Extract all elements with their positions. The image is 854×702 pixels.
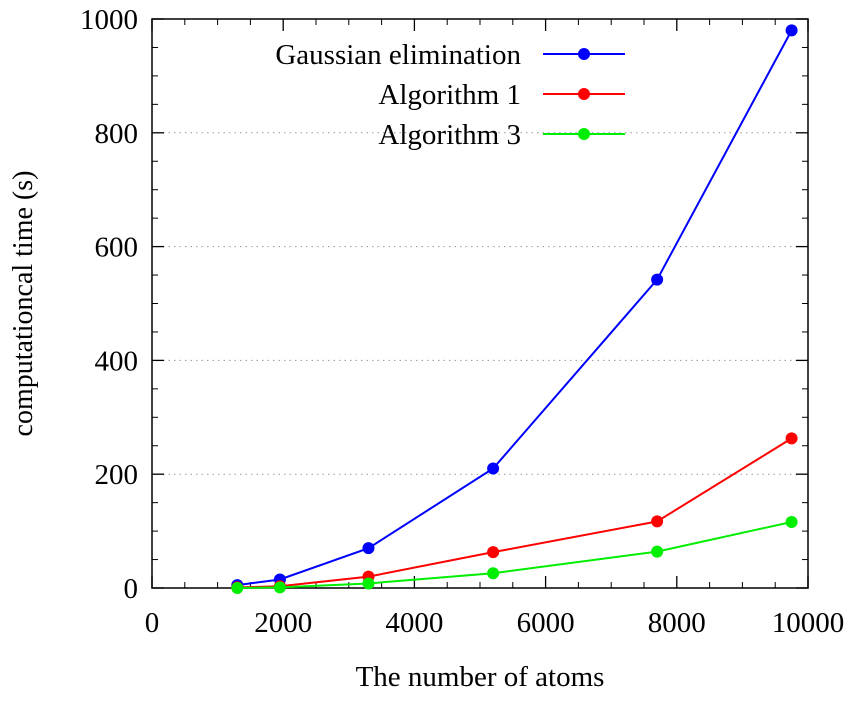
y-tick-label: 600: [95, 232, 139, 264]
y-tick-label: 400: [95, 345, 139, 377]
legend-label: Algorithm 3: [378, 119, 521, 151]
x-tick-label: 6000: [517, 607, 575, 639]
series-group: [231, 24, 798, 594]
series-algorithm-1: [231, 432, 798, 594]
legend: Gaussian elimination Algorithm 1 Algorithm…: [275, 39, 625, 151]
y-axis-tick-labels: 0 200 400 600 800 1000: [80, 4, 138, 605]
x-tick-label: 0: [145, 607, 160, 639]
x-axis-tick-labels: 0 2000 4000 6000 8000 10000: [145, 607, 845, 639]
data-point: [273, 581, 286, 594]
data-point: [785, 515, 798, 528]
legend-label: Gaussian elimination: [275, 39, 521, 71]
legend-item: Gaussian elimination: [275, 39, 625, 71]
data-point: [651, 545, 664, 558]
x-axis-title: The number of atoms: [356, 661, 605, 693]
legend-marker: [578, 128, 590, 140]
legend-marker: [578, 48, 590, 60]
data-point: [487, 462, 500, 475]
y-tick-label: 0: [124, 573, 139, 605]
series-line: [237, 29, 793, 587]
x-tick-label: 4000: [385, 607, 443, 639]
x-tick-label: 10000: [772, 607, 845, 639]
y-tick-label: 200: [95, 459, 139, 491]
x-tick-label: 8000: [648, 607, 706, 639]
series-line: [237, 437, 793, 589]
axis-ticks: [151, 18, 809, 589]
y-tick-label: 800: [95, 118, 139, 150]
legend-item: Algorithm 3: [378, 119, 625, 151]
data-point: [362, 577, 375, 590]
data-point: [362, 542, 375, 555]
series-algorithm-3: [231, 515, 798, 594]
legend-marker: [578, 88, 590, 100]
series-line: [237, 521, 792, 589]
data-point: [651, 515, 664, 528]
x-tick-label: 2000: [254, 607, 312, 639]
legend-item: Algorithm 1: [378, 79, 625, 111]
data-point: [487, 567, 500, 580]
y-tick-label: 1000: [80, 4, 138, 36]
data-point: [231, 582, 244, 594]
legend-label: Algorithm 1: [378, 79, 521, 111]
y-axis-title: computationcal time (s): [8, 171, 39, 437]
data-point: [651, 273, 664, 286]
data-point: [785, 24, 798, 37]
data-point: [785, 432, 798, 445]
data-point: [487, 546, 500, 559]
